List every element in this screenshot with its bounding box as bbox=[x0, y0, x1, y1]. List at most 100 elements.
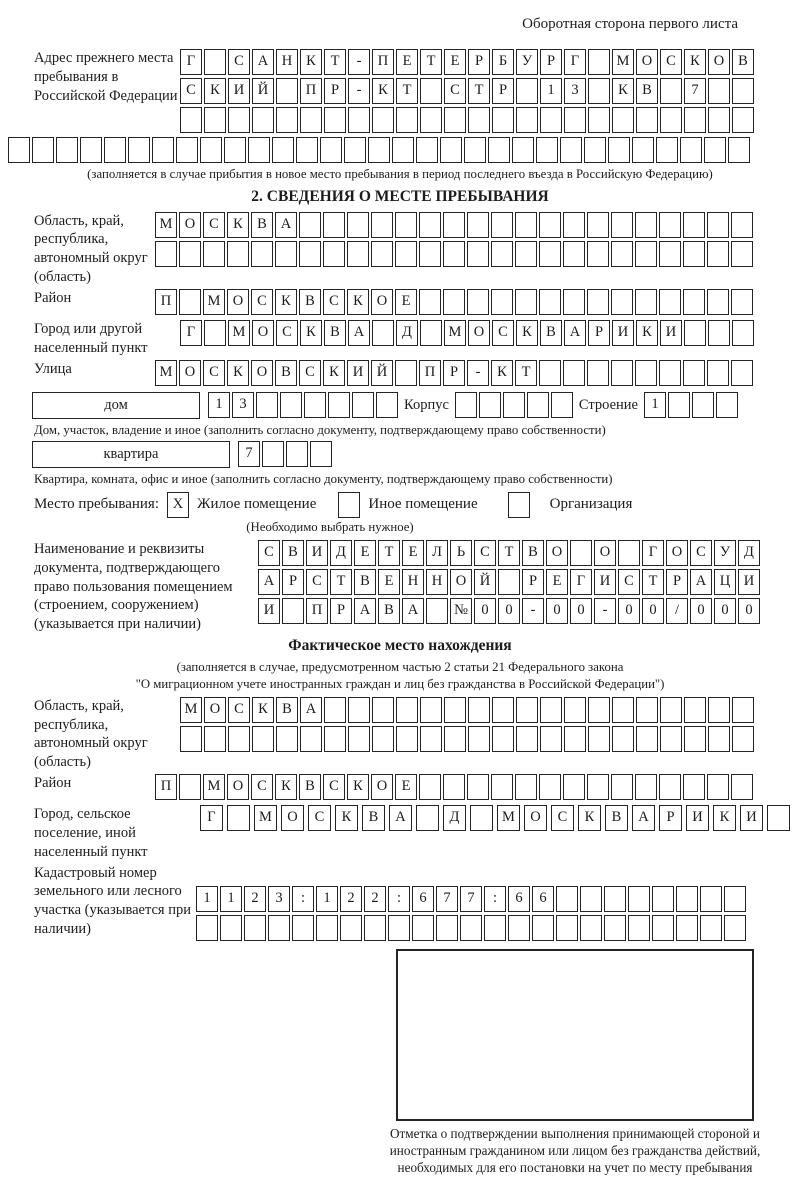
char-cell bbox=[587, 359, 609, 386]
char-cell bbox=[659, 211, 681, 238]
char-cell: 1 bbox=[208, 391, 230, 418]
char-cell bbox=[676, 914, 698, 941]
char-cell bbox=[728, 137, 750, 163]
char-cell: Г bbox=[180, 320, 202, 346]
char-cell: В bbox=[378, 597, 400, 624]
char-cell bbox=[767, 805, 790, 832]
char-cell bbox=[468, 725, 490, 752]
gorod-label: Город или другой населенный пункт bbox=[34, 321, 148, 356]
place-type-label: Место пребывания: bbox=[34, 496, 159, 513]
char-cell bbox=[371, 240, 393, 267]
char-cell bbox=[707, 774, 729, 801]
char-cell: А bbox=[252, 49, 274, 75]
char-cell bbox=[286, 441, 308, 468]
char-cell: О bbox=[251, 359, 273, 386]
char-cell: С bbox=[203, 211, 225, 238]
char-cell: Е bbox=[354, 539, 376, 566]
char-cell: 2 bbox=[244, 885, 266, 912]
char-cell: А bbox=[348, 320, 370, 346]
char-cell: 0 bbox=[570, 597, 592, 624]
char-cell: В bbox=[324, 320, 346, 346]
char-cell bbox=[227, 240, 249, 267]
char-cell: В bbox=[636, 78, 658, 104]
char-cell: П bbox=[372, 49, 394, 75]
char-cell bbox=[588, 725, 610, 752]
oblast-block: Область, край, республика, автономный ок… bbox=[0, 211, 800, 287]
char-cell: Е bbox=[444, 49, 466, 75]
char-cell bbox=[372, 696, 394, 723]
char-cell: Г bbox=[564, 49, 586, 75]
char-cell bbox=[707, 359, 729, 386]
char-cell bbox=[587, 211, 609, 238]
char-cell: С bbox=[251, 289, 273, 315]
char-cell: Т bbox=[642, 568, 664, 595]
house-note: Дом, участок, владение и иное (заполнить… bbox=[34, 422, 606, 437]
char-cell bbox=[152, 137, 174, 163]
char-cell bbox=[608, 137, 630, 163]
char-cell bbox=[635, 211, 657, 238]
char-row: 7 bbox=[238, 441, 332, 468]
char-cell bbox=[371, 211, 393, 238]
char-cell: С bbox=[180, 78, 202, 104]
char-row bbox=[155, 240, 753, 267]
char-cell bbox=[515, 774, 537, 801]
char-cell: И bbox=[228, 78, 250, 104]
char-cell bbox=[684, 320, 706, 346]
char-cell: Д bbox=[330, 539, 352, 566]
char-cell bbox=[436, 914, 458, 941]
char-cell bbox=[618, 539, 640, 566]
char-cell bbox=[392, 137, 414, 163]
char-cell: Й bbox=[371, 359, 393, 386]
char-cell bbox=[304, 391, 326, 418]
char-cell: К bbox=[204, 78, 226, 104]
char-cell: У bbox=[516, 49, 538, 75]
char-cell bbox=[539, 289, 561, 315]
char-cell: Р bbox=[468, 49, 490, 75]
char-cell bbox=[652, 885, 674, 912]
char-cell: С bbox=[551, 805, 574, 832]
char-cell bbox=[564, 107, 586, 133]
char-cell: 0 bbox=[714, 597, 736, 624]
char-cell: Д bbox=[443, 805, 466, 832]
char-cell bbox=[659, 774, 681, 801]
char-cell: 1 bbox=[540, 78, 562, 104]
char-cell bbox=[340, 914, 362, 941]
char-cell: В bbox=[354, 568, 376, 595]
char-cell: 1 bbox=[220, 885, 242, 912]
char-cell bbox=[587, 289, 609, 315]
char-cell bbox=[396, 696, 418, 723]
section2-title: 2. СВЕДЕНИЯ О МЕСТЕ ПРЕБЫВАНИЯ bbox=[251, 187, 549, 205]
char-cell: О bbox=[636, 49, 658, 75]
char-cell bbox=[656, 137, 678, 163]
char-cell: Т bbox=[378, 539, 400, 566]
char-cell: М bbox=[155, 359, 177, 386]
char-cell: М bbox=[497, 805, 520, 832]
char-cell bbox=[732, 78, 754, 104]
char-cell: 7 bbox=[684, 78, 706, 104]
char-cell: Г bbox=[570, 568, 592, 595]
char-cell bbox=[396, 107, 418, 133]
char-cell bbox=[228, 107, 250, 133]
char-cell: Р bbox=[522, 568, 544, 595]
char-cell bbox=[732, 696, 754, 723]
char-cell bbox=[660, 696, 682, 723]
char-cell bbox=[104, 137, 126, 163]
char-cell bbox=[444, 725, 466, 752]
char-cell: К bbox=[578, 805, 601, 832]
char-cell: С bbox=[258, 539, 280, 566]
house-box-label: дом bbox=[32, 391, 200, 419]
char-cell bbox=[556, 885, 578, 912]
char-cell bbox=[667, 391, 690, 418]
char-cell bbox=[420, 107, 442, 133]
char-cell: 0 bbox=[618, 597, 640, 624]
char-cell: К bbox=[300, 320, 322, 346]
char-cell: С bbox=[228, 696, 250, 723]
char-cell: С bbox=[618, 568, 640, 595]
char-cell: О bbox=[204, 696, 226, 723]
char-row bbox=[196, 914, 746, 941]
